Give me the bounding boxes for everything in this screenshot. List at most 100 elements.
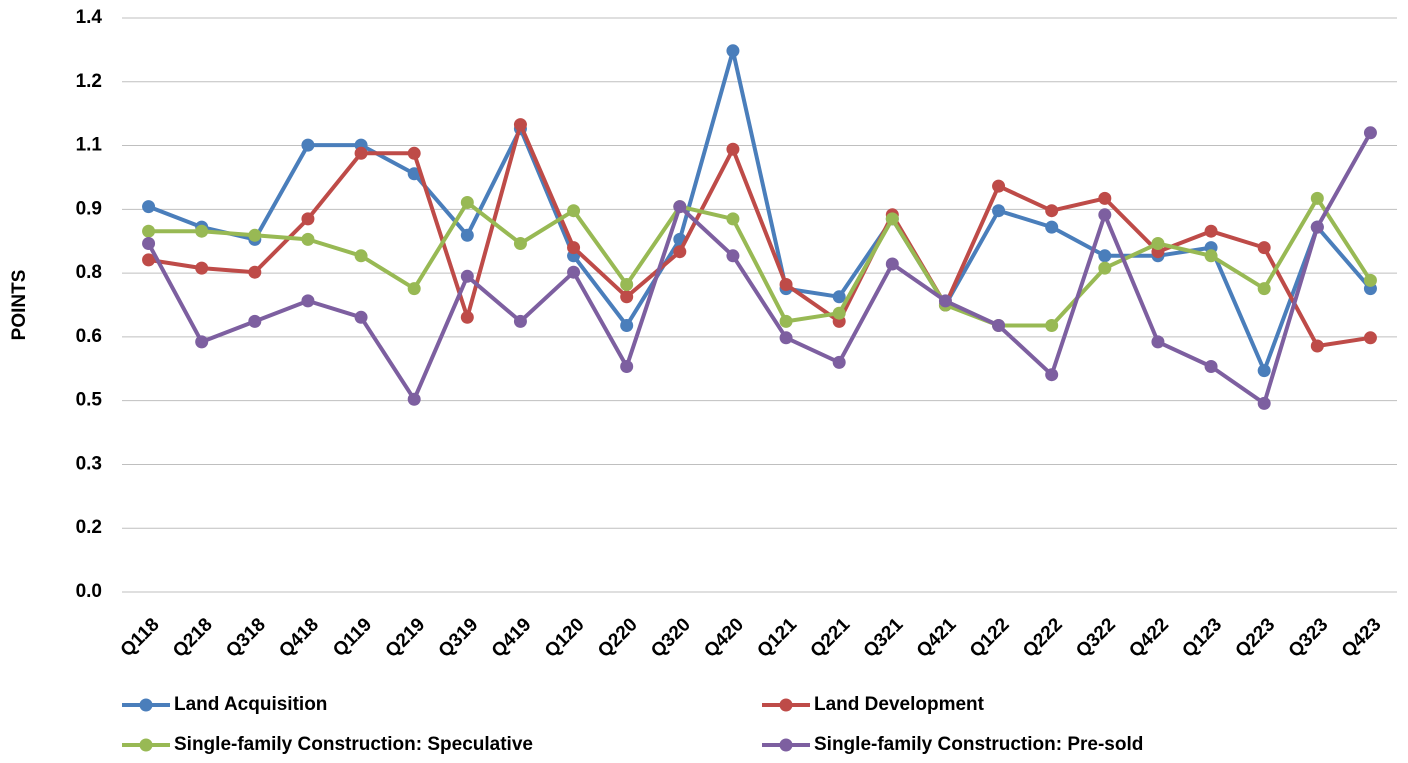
data-point bbox=[567, 241, 581, 255]
x-tick-label: Q421 bbox=[913, 614, 961, 662]
data-point bbox=[1098, 249, 1112, 263]
x-tick-label: Q423 bbox=[1338, 614, 1386, 662]
data-point bbox=[1045, 368, 1059, 382]
x-tick-label: Q121 bbox=[753, 614, 801, 662]
data-point bbox=[407, 167, 421, 181]
legend-label: Land Acquisition bbox=[174, 694, 327, 715]
data-point bbox=[779, 331, 793, 345]
y-tick-label: 0.8 bbox=[76, 262, 102, 283]
data-point bbox=[779, 314, 793, 328]
data-point bbox=[885, 212, 899, 226]
data-point bbox=[1045, 220, 1059, 234]
data-point bbox=[354, 249, 368, 263]
data-point bbox=[1257, 364, 1271, 378]
data-point bbox=[301, 212, 315, 226]
x-tick-label: Q119 bbox=[329, 614, 376, 661]
data-point bbox=[1310, 220, 1324, 234]
y-tick-label: 1.4 bbox=[76, 7, 103, 28]
x-tick-label: Q318 bbox=[222, 614, 270, 662]
data-point bbox=[1257, 396, 1271, 410]
x-tick-label: Q221 bbox=[807, 614, 855, 662]
data-point bbox=[673, 200, 687, 214]
data-point bbox=[620, 319, 634, 332]
data-point bbox=[1151, 335, 1165, 349]
data-point bbox=[1151, 237, 1165, 250]
data-point bbox=[460, 269, 474, 283]
y-tick-label: 0.5 bbox=[76, 390, 103, 411]
data-point bbox=[1204, 360, 1218, 373]
data-point bbox=[407, 282, 421, 296]
y-tick-label: 1.2 bbox=[76, 71, 102, 92]
data-point bbox=[1204, 224, 1218, 238]
legend-label: Single-family Construction: Speculative bbox=[174, 734, 533, 755]
data-point bbox=[992, 204, 1006, 218]
x-tick-label: Q120 bbox=[541, 614, 589, 662]
data-point bbox=[1098, 261, 1112, 275]
data-point bbox=[195, 261, 209, 275]
data-point bbox=[885, 257, 899, 271]
x-tick-label: Q218 bbox=[169, 614, 217, 662]
y-tick-label: 0.3 bbox=[76, 453, 102, 474]
x-tick-label: Q123 bbox=[1178, 614, 1226, 662]
data-point bbox=[513, 118, 527, 132]
x-tick-label: Q223 bbox=[1232, 614, 1280, 662]
data-point bbox=[407, 146, 421, 160]
data-point bbox=[248, 228, 262, 242]
data-point bbox=[1310, 339, 1324, 353]
x-tick-label: Q320 bbox=[647, 614, 695, 662]
x-tick-label: Q319 bbox=[435, 614, 483, 662]
data-point bbox=[407, 392, 421, 406]
data-point bbox=[832, 355, 846, 369]
data-point bbox=[992, 319, 1006, 332]
data-point bbox=[832, 290, 846, 304]
data-point bbox=[1098, 208, 1112, 222]
x-tick-label: Q118 bbox=[117, 614, 164, 661]
data-point bbox=[142, 224, 156, 238]
legend-marker bbox=[779, 698, 793, 712]
data-point bbox=[726, 44, 740, 58]
data-point bbox=[992, 179, 1006, 193]
data-point bbox=[620, 278, 634, 291]
data-point bbox=[1045, 204, 1059, 218]
legend-label: Land Development bbox=[814, 694, 985, 715]
data-point bbox=[832, 306, 846, 320]
x-tick-label: Q422 bbox=[1125, 614, 1173, 662]
data-point bbox=[1257, 241, 1271, 255]
x-tick-label: Q420 bbox=[700, 614, 748, 662]
data-point bbox=[195, 224, 209, 238]
data-point bbox=[248, 314, 262, 328]
series-line bbox=[146, 131, 1373, 406]
data-point bbox=[567, 204, 581, 218]
data-point bbox=[726, 249, 740, 263]
legend-label: Single-family Construction: Pre-sold bbox=[814, 734, 1143, 755]
data-point bbox=[1363, 331, 1377, 345]
data-point bbox=[779, 278, 793, 291]
series-line bbox=[147, 48, 1372, 373]
data-point bbox=[513, 314, 527, 328]
x-tick-label: Q321 bbox=[860, 614, 908, 662]
data-point bbox=[1363, 273, 1377, 287]
x-tick-label: Q322 bbox=[1072, 614, 1120, 662]
x-tick-label: Q222 bbox=[1019, 614, 1067, 662]
x-tick-label: Q418 bbox=[275, 614, 323, 662]
data-point bbox=[354, 310, 368, 324]
y-tick-label: 0.0 bbox=[76, 581, 102, 602]
data-point bbox=[142, 253, 156, 267]
data-point bbox=[620, 290, 634, 304]
x-tick-label: Q323 bbox=[1285, 614, 1333, 662]
data-point bbox=[142, 237, 156, 250]
x-tick-label: Q220 bbox=[594, 614, 642, 662]
data-point bbox=[673, 245, 687, 259]
y-tick-label: 0.2 bbox=[76, 517, 102, 538]
data-point bbox=[1257, 282, 1271, 296]
data-point bbox=[1098, 191, 1112, 205]
series-line bbox=[148, 196, 1373, 328]
legend-marker bbox=[139, 738, 153, 752]
x-tick-label: Q122 bbox=[966, 614, 1014, 662]
y-tick-label: 1.1 bbox=[76, 135, 103, 156]
data-point bbox=[301, 138, 315, 152]
data-point bbox=[1363, 126, 1377, 140]
data-point bbox=[567, 265, 581, 279]
data-point bbox=[460, 310, 474, 324]
